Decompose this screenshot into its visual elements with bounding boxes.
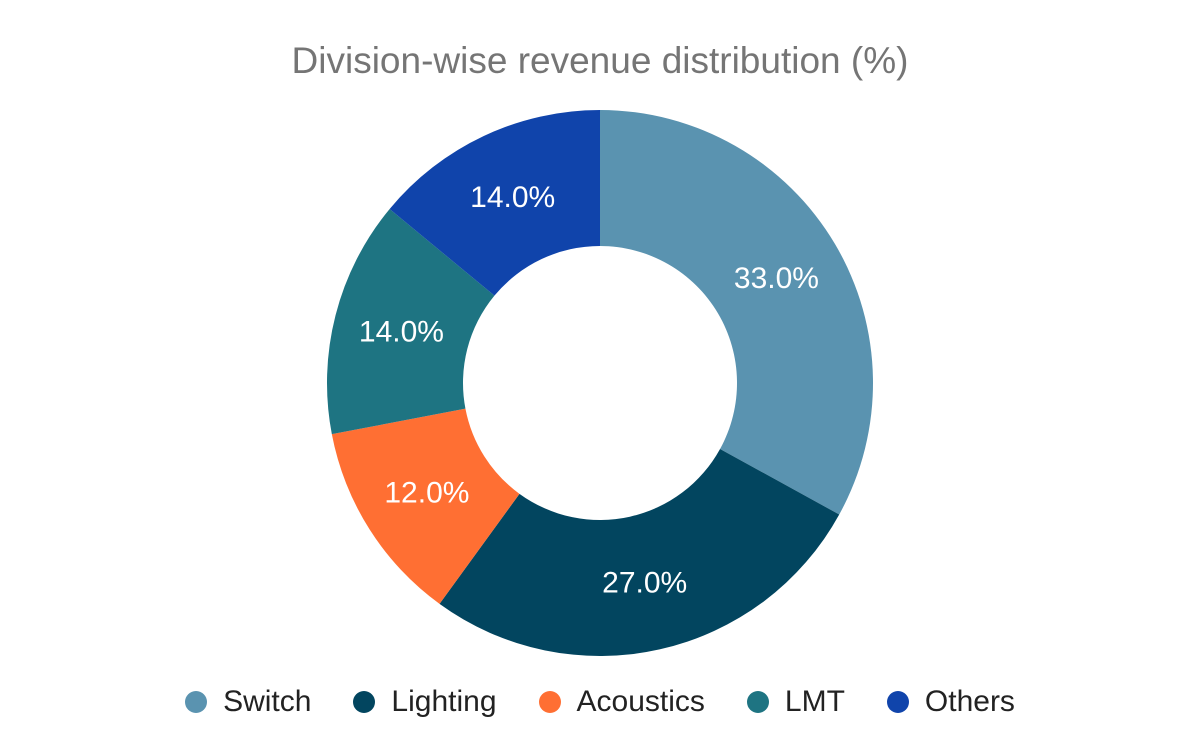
slice-label-lmt: 14.0%	[359, 316, 444, 349]
slice-label-acoustics: 12.0%	[384, 476, 469, 509]
legend-swatch-icon	[353, 691, 376, 713]
legend-item-lmt[interactable]: LMT	[746, 684, 845, 720]
legend-item-others[interactable]: Others	[886, 684, 1015, 720]
slice-label-others: 14.0%	[470, 181, 555, 214]
chart-title: Division-wise revenue distribution (%)	[291, 40, 909, 81]
chart-legend: Switch Lighting Acoustics LMT Others	[0, 682, 1200, 722]
legend-label: Acoustics	[576, 685, 705, 718]
donut-slice-lighting	[439, 449, 840, 657]
donut-slice-acoustics	[331, 408, 520, 604]
legend-swatch-icon	[538, 691, 561, 713]
legend-item-acoustics[interactable]: Acoustics	[538, 684, 705, 720]
legend-item-lighting[interactable]: Lighting	[353, 684, 497, 720]
legend-label: Others	[924, 685, 1015, 718]
slice-label-switch: 33.0%	[734, 262, 819, 295]
donut-slice-others	[389, 110, 600, 296]
legend-swatch-icon	[886, 691, 909, 713]
legend-label: LMT	[784, 685, 845, 718]
legend-swatch-icon	[185, 691, 208, 713]
legend-swatch-icon	[746, 691, 769, 713]
donut-slice-lmt	[326, 208, 495, 435]
slice-label-lighting: 27.0%	[602, 567, 687, 600]
donut-slice-switch	[600, 110, 874, 515]
legend-label: Lighting	[391, 685, 497, 718]
legend-item-switch[interactable]: Switch	[185, 684, 311, 720]
legend-label: Switch	[223, 685, 312, 718]
